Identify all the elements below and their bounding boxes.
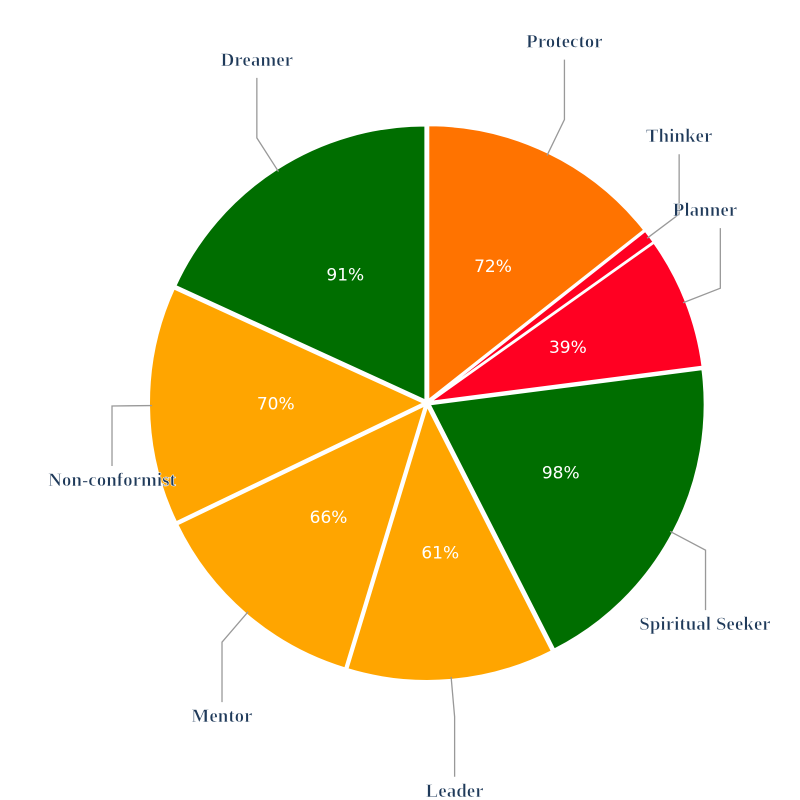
data-label: 98% (542, 464, 580, 484)
leader-line (682, 228, 721, 304)
category-label: Mentor (191, 706, 253, 727)
data-label: 39% (549, 338, 587, 358)
data-label: 91% (326, 266, 364, 286)
data-label: 70% (257, 394, 295, 414)
category-label: Non-conformist (48, 470, 176, 491)
leader-line (646, 154, 680, 239)
leader-line (111, 404, 153, 466)
leader-line (450, 676, 456, 777)
leader-line (256, 77, 280, 172)
data-label: 72% (474, 257, 512, 277)
leader-line (669, 530, 707, 611)
category-label: Thinker (646, 126, 713, 147)
category-label: Protector (526, 32, 603, 53)
category-label: Planner (673, 200, 738, 221)
data-label: 61% (421, 544, 459, 564)
leader-line (221, 611, 249, 703)
leader-line (546, 59, 566, 156)
data-label: 66% (310, 508, 348, 528)
category-label: Spiritual Seeker (639, 614, 771, 635)
category-label: Dreamer (221, 50, 294, 71)
category-label: Leader (426, 781, 485, 800)
